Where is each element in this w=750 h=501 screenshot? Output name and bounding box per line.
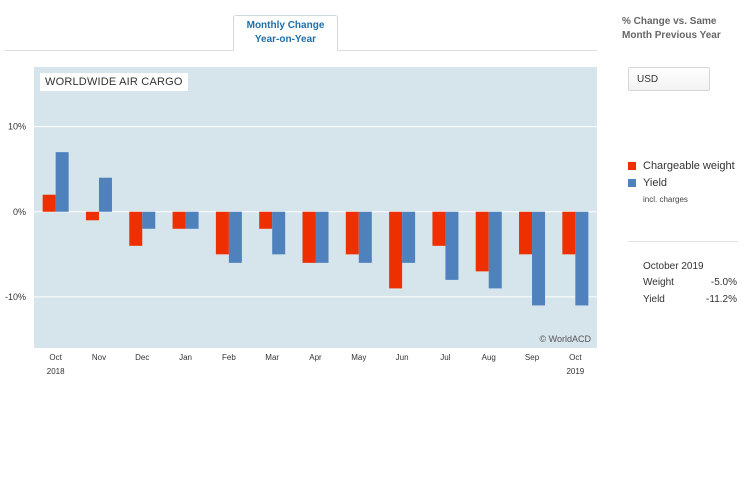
summary-label-yield: Yield (643, 294, 665, 305)
legend-swatch-weight (628, 161, 636, 170)
bar-weight (302, 211, 316, 263)
tab-monthly-change[interactable]: Monthly Change Year-on-Year (233, 15, 338, 51)
x-tick-label: Sep (525, 353, 540, 362)
bar-weight (215, 211, 229, 255)
x-tick-label: Aug (482, 353, 496, 362)
bar-yield (185, 211, 199, 229)
bar-weight (42, 194, 56, 212)
y-tick-label: -10% (5, 292, 26, 302)
bar-yield (272, 211, 286, 255)
x-year-label: 2018 (47, 367, 65, 376)
sidebar-title: % Change vs. Same Month Previous Year (622, 15, 721, 43)
chart-title: WORLDWIDE AIR CARGO (40, 73, 188, 91)
legend-item-weight[interactable]: Chargeable weight (628, 157, 735, 174)
x-tick-label: Oct (569, 353, 582, 362)
bar-yield (575, 211, 589, 306)
summary-value-weight: -5.0% (710, 277, 737, 288)
bar-yield (55, 152, 69, 212)
tab-label-line1: Monthly Change (246, 20, 325, 31)
bar-weight (85, 211, 99, 221)
bar-weight (432, 211, 446, 246)
summary-label-weight: Weight (643, 277, 674, 288)
y-tick-label: 0% (13, 207, 26, 217)
legend: Chargeable weight Yield incl. charges (628, 157, 735, 204)
bar-yield (532, 211, 546, 306)
bar-weight (389, 211, 403, 289)
bar-weight (519, 211, 533, 255)
chart: 10% 0% -10% Oct 2018 Nov Dec Jan Feb Mar Apr May Jun… (5, 67, 597, 376)
summary-panel: October 2019 Weight -5.0% Yield -11.2% (643, 261, 737, 311)
summary-month: October 2019 (643, 261, 704, 272)
legend-label-weight: Chargeable weight (643, 159, 735, 172)
legend-note: incl. charges (643, 195, 688, 204)
bar-yield (445, 211, 459, 280)
bar-weight (129, 211, 143, 246)
legend-label-yield: Yield (643, 176, 668, 189)
x-tick-label: Feb (222, 353, 236, 362)
bar-weight (259, 211, 273, 229)
currency-select[interactable]: USD (628, 67, 710, 91)
bar-weight (345, 211, 359, 255)
bar-yield (358, 211, 372, 263)
watermark: © WorldACD (540, 334, 592, 344)
x-tick-label: Mar (265, 353, 279, 362)
y-tick-label: 10% (8, 122, 26, 132)
summary-row-weight: Weight -5.0% (643, 277, 737, 294)
x-tick-label: May (351, 353, 366, 362)
bar-yield (228, 211, 242, 263)
summary-value-yield: -11.2% (706, 294, 737, 305)
sidebar-title-line2: Month Previous Year (622, 30, 721, 41)
bar-yield (315, 211, 329, 263)
bar-yield (98, 177, 112, 212)
legend-swatch-yield (628, 178, 636, 187)
x-tick-label: Jan (179, 353, 192, 362)
summary-row-yield: Yield -11.2% (643, 294, 737, 311)
bar-weight (172, 211, 186, 229)
x-year-label: 2019 (566, 367, 584, 376)
x-tick-label: Nov (92, 353, 106, 362)
bar-yield (402, 211, 416, 263)
bar-yield (142, 211, 156, 229)
legend-item-yield[interactable]: Yield (628, 174, 735, 191)
x-tick-label: Jun (396, 353, 409, 362)
bar-yield (488, 211, 502, 289)
x-tick-label: Jul (440, 353, 450, 362)
bar-weight (475, 211, 489, 272)
currency-value: USD (637, 74, 659, 85)
x-tick-label: Apr (309, 353, 322, 362)
plot-area (34, 67, 597, 348)
bar-weight (562, 211, 576, 255)
x-tick-label: Dec (135, 353, 149, 362)
sidebar-title-line1: % Change vs. Same (622, 16, 717, 27)
tab-label-line2: Year-on-Year (254, 34, 317, 45)
x-tick-label: Oct (49, 353, 62, 362)
summary-divider (628, 241, 738, 242)
